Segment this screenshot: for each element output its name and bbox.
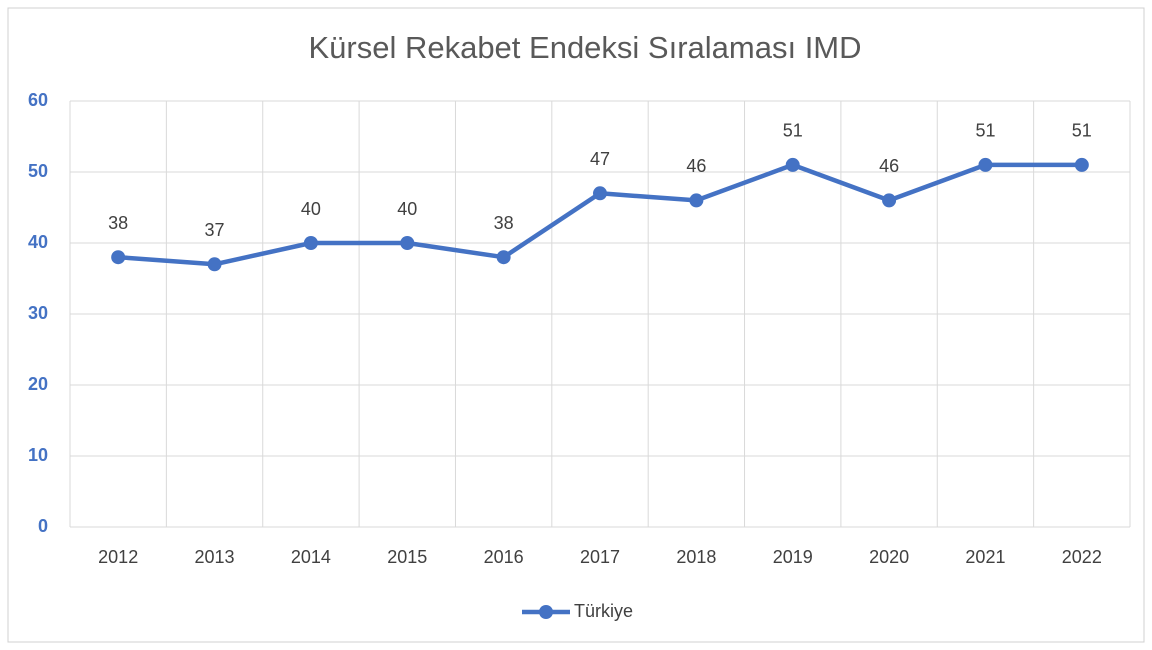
x-tick-label: 2015: [387, 547, 427, 567]
y-tick-label: 50: [28, 161, 48, 181]
data-label: 51: [975, 121, 995, 141]
point-marker: [593, 186, 607, 201]
x-tick-label: 2016: [484, 547, 524, 567]
data-label: 37: [205, 220, 225, 240]
x-tick-label: 2019: [773, 547, 813, 567]
data-label: 51: [783, 121, 803, 141]
legend-label: Türkiye: [574, 601, 633, 621]
y-tick-label: 10: [28, 445, 48, 465]
data-label: 40: [397, 199, 417, 219]
point-marker: [978, 157, 993, 172]
legend-marker: [539, 605, 553, 619]
data-label: 47: [590, 149, 610, 169]
y-tick-label: 30: [28, 303, 48, 323]
data-label: 51: [1072, 121, 1092, 141]
data-label: 46: [879, 156, 899, 176]
x-tick-label: 2020: [869, 547, 909, 567]
data-label: 38: [108, 213, 128, 233]
point-marker: [1074, 157, 1089, 172]
y-tick-label: 20: [28, 374, 48, 394]
point-marker: [785, 157, 800, 172]
y-tick-label: 60: [28, 90, 48, 110]
x-tick-label: 2021: [965, 547, 1005, 567]
x-tick-label: 2017: [580, 547, 620, 567]
x-tick-label: 2013: [195, 547, 235, 567]
point-marker: [882, 193, 897, 208]
point-marker: [207, 257, 222, 272]
point-marker: [111, 250, 126, 265]
data-label: 40: [301, 199, 321, 219]
y-tick-label: 40: [28, 232, 48, 252]
point-marker: [303, 236, 318, 250]
x-tick-label: 2018: [676, 547, 716, 567]
data-label: 38: [494, 213, 514, 233]
x-tick-label: 2022: [1062, 547, 1102, 567]
x-tick-label: 2014: [291, 547, 331, 567]
point-marker: [496, 250, 511, 265]
data-label: 46: [686, 156, 706, 176]
chart-border: [7, 7, 1145, 643]
chart-title: Kürsel Rekabet Endeksi Sıralaması IMD: [308, 30, 861, 65]
point-marker: [689, 193, 704, 208]
x-tick-label: 2012: [98, 547, 138, 567]
point-marker: [400, 236, 415, 250]
y-tick-label: 0: [38, 516, 48, 536]
